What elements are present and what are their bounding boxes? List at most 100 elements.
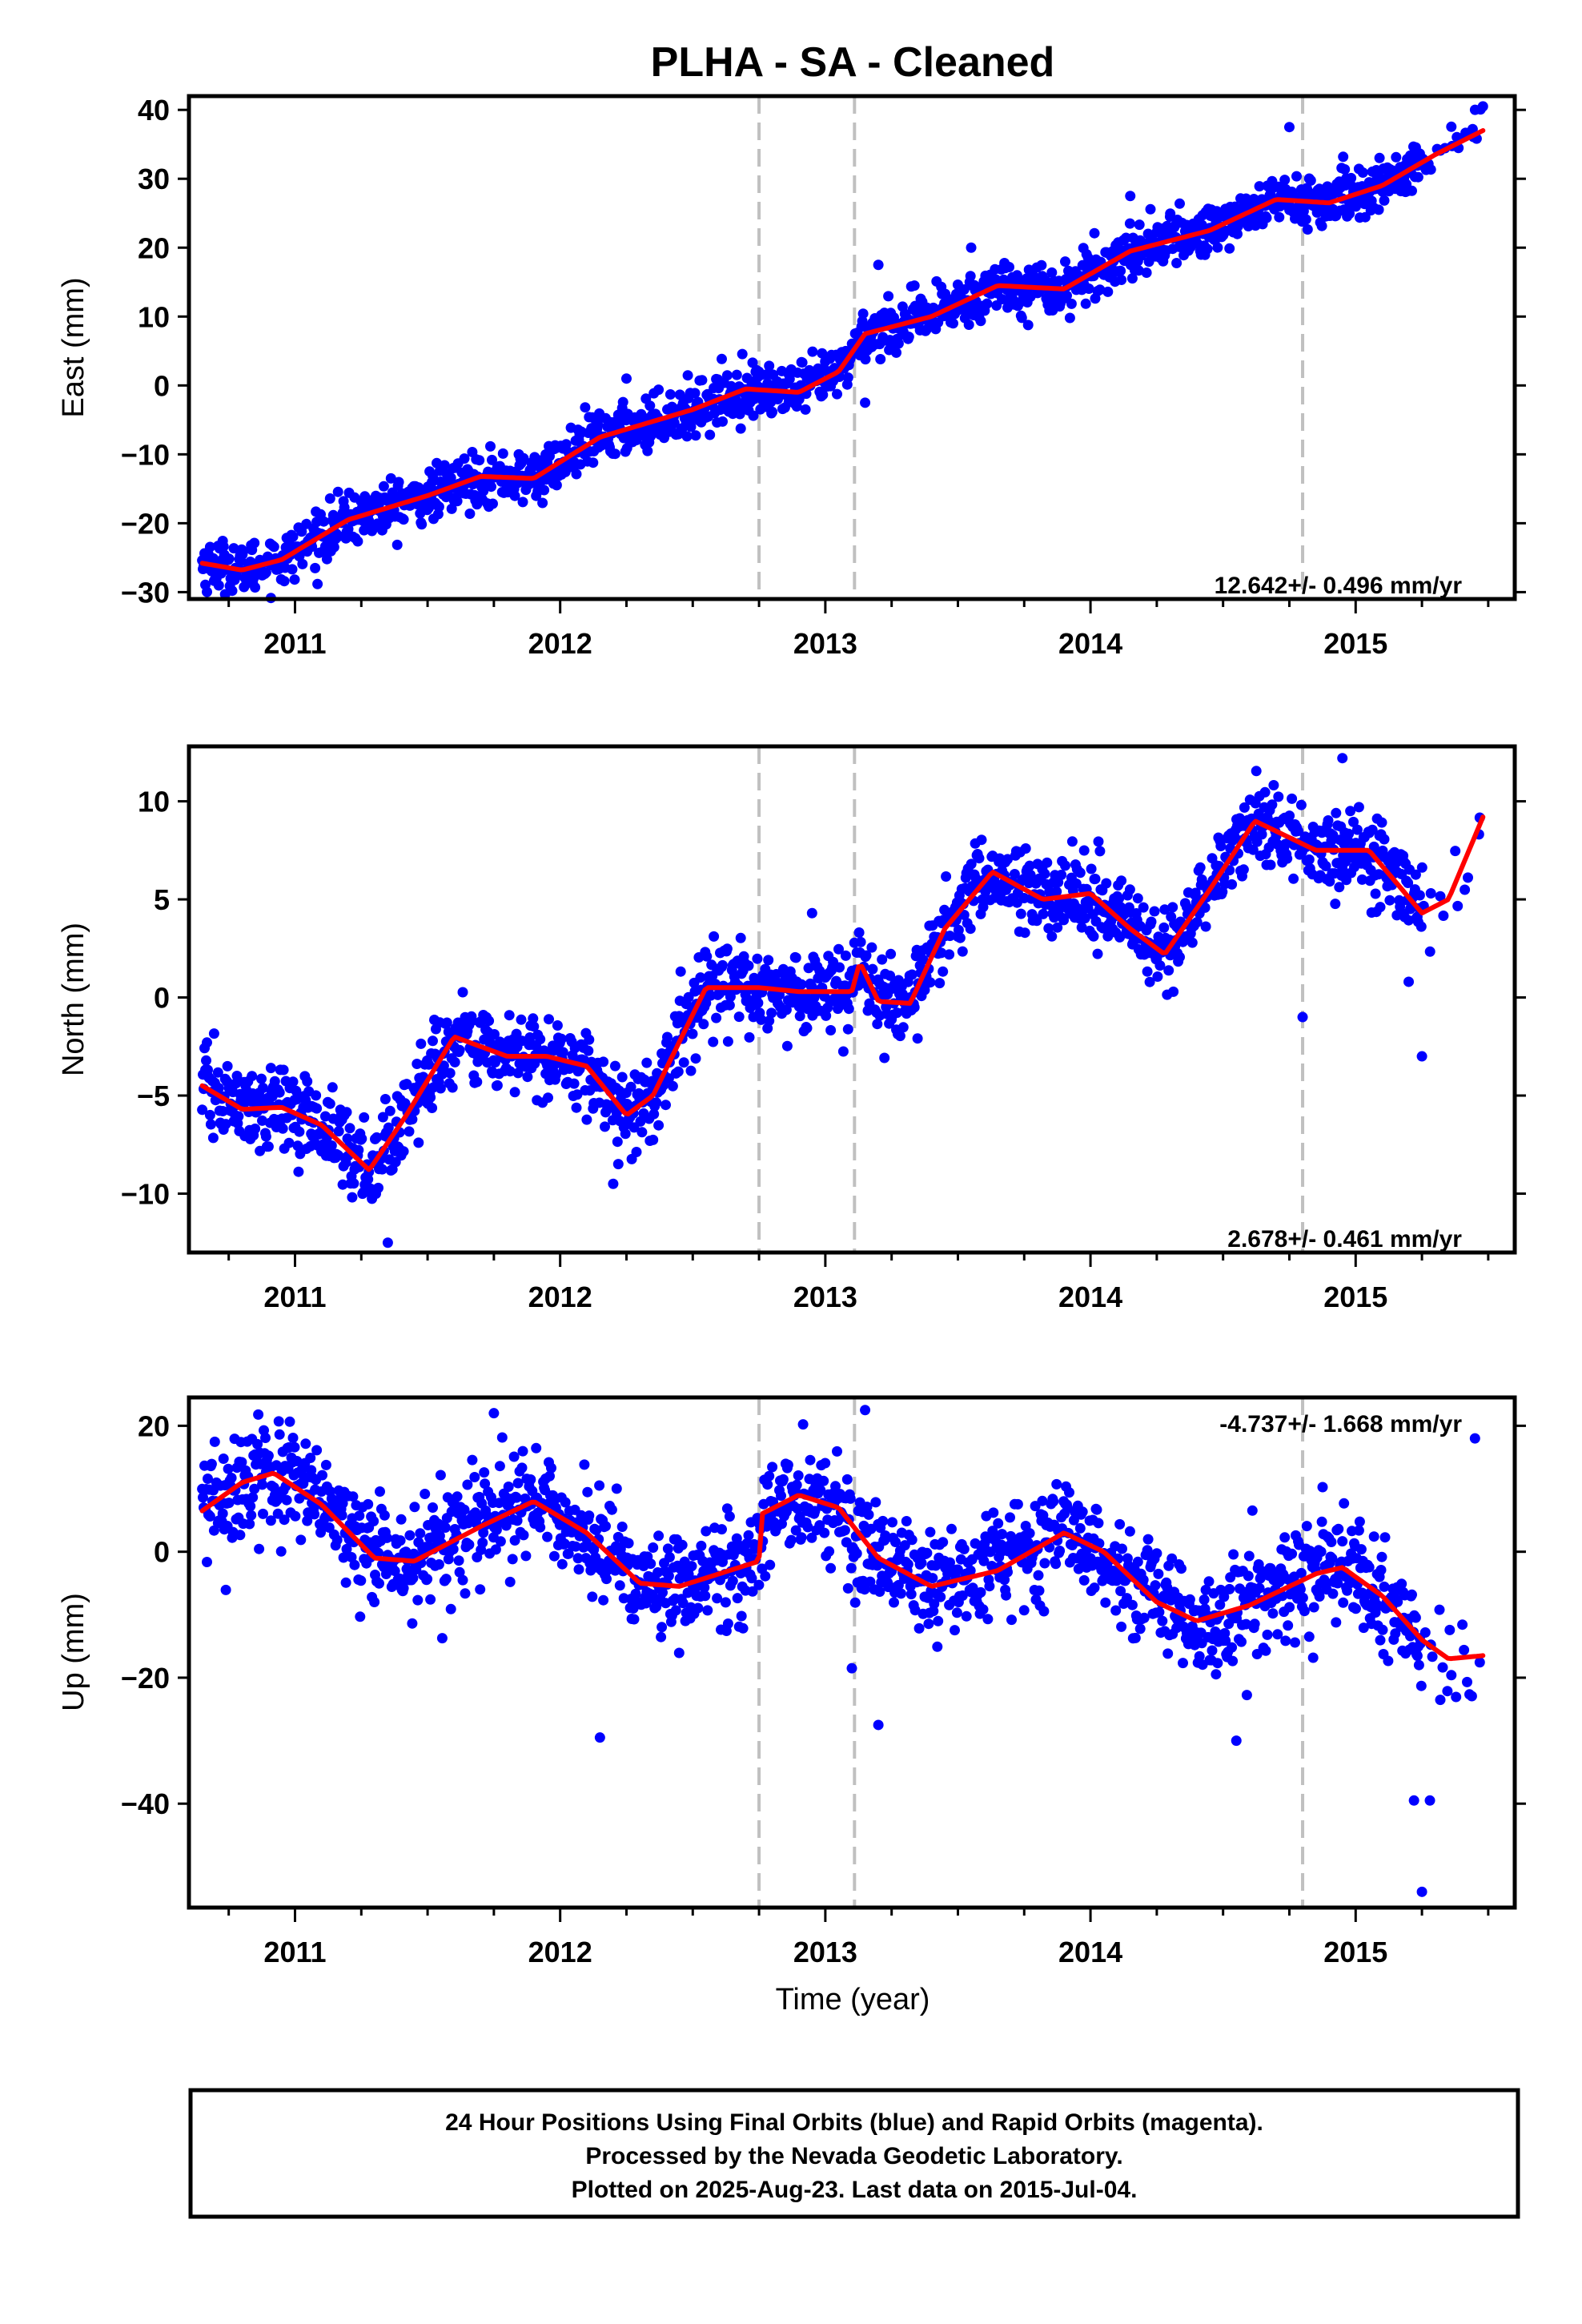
data-point (1338, 151, 1349, 163)
data-point (485, 440, 496, 452)
data-point (1291, 171, 1302, 182)
data-point (512, 1068, 524, 1079)
data-point (894, 1031, 905, 1042)
data-point (764, 1015, 775, 1027)
data-point (1463, 872, 1473, 883)
data-point (378, 480, 389, 492)
data-point (662, 1031, 673, 1043)
data-point (584, 1510, 595, 1522)
data-point (1346, 172, 1357, 183)
data-point (250, 582, 261, 593)
data-point (870, 1497, 881, 1508)
data-point (204, 541, 215, 553)
data-point (1297, 1592, 1308, 1603)
x-tick-label: 2012 (528, 1281, 592, 1313)
data-point (1241, 1690, 1252, 1701)
data-point (355, 1575, 367, 1586)
data-point (1232, 228, 1243, 239)
data-point (832, 388, 842, 400)
data-point (1376, 817, 1387, 828)
y-tick-label: 5 (154, 883, 170, 916)
y-tick-label: −20 (121, 1662, 170, 1695)
data-point (507, 1554, 518, 1565)
y-tick-label: 0 (154, 982, 170, 1015)
data-point (731, 369, 742, 380)
data-point (1102, 931, 1114, 942)
data-point (901, 1516, 912, 1526)
data-point (1415, 921, 1427, 932)
data-point (509, 1087, 520, 1098)
data-point (1126, 1599, 1138, 1610)
data-point (1256, 829, 1267, 840)
data-point (797, 1419, 809, 1430)
data-point (1200, 921, 1211, 932)
data-point (1474, 1657, 1485, 1668)
data-point (517, 497, 528, 508)
data-point (1265, 859, 1276, 870)
data-point (879, 1052, 890, 1063)
data-point (1151, 1548, 1162, 1559)
x-tick-label: 2014 (1058, 627, 1122, 660)
data-point (1024, 1528, 1035, 1539)
y-tick-label: −40 (121, 1787, 170, 1820)
data-point (1004, 262, 1014, 272)
data-point (1102, 286, 1114, 297)
data-point (661, 1100, 671, 1111)
data-point (709, 931, 720, 942)
data-point (1236, 1636, 1247, 1647)
data-point (327, 1082, 338, 1093)
data-point (1227, 1655, 1239, 1667)
data-point (292, 1140, 303, 1152)
data-point (1227, 1642, 1238, 1653)
data-point (552, 1020, 563, 1031)
data-point (347, 1192, 358, 1203)
data-point (702, 1605, 713, 1616)
data-point (696, 1540, 707, 1551)
data-point-outlier (1477, 101, 1488, 112)
data-point (766, 1007, 777, 1019)
data-point (520, 1550, 532, 1562)
data-point (1191, 917, 1203, 927)
data-point (352, 536, 363, 547)
data-point (1450, 846, 1461, 857)
data-point (1174, 198, 1185, 209)
data-point (1334, 882, 1345, 893)
data-point (260, 1131, 271, 1142)
data-point (1163, 965, 1174, 976)
data-point (1407, 185, 1417, 196)
data-point (398, 514, 409, 525)
data-point (767, 406, 778, 417)
data-point (724, 999, 735, 1011)
data-point (1126, 273, 1138, 284)
data-point (213, 1083, 224, 1094)
data-point (535, 1034, 546, 1045)
data-point (1442, 1686, 1453, 1697)
y-tick-label: −10 (121, 1178, 170, 1211)
x-tick-label: 2013 (793, 1936, 857, 1968)
data-point (867, 963, 878, 975)
data-point (220, 1584, 231, 1595)
data-point (551, 480, 562, 491)
data-point (1238, 864, 1249, 875)
data-point (1243, 1570, 1254, 1582)
data-point (312, 578, 323, 589)
data-point (332, 486, 343, 497)
data-point (550, 1069, 561, 1080)
data-point (978, 902, 989, 913)
data-point (1375, 902, 1386, 913)
data-point (1338, 1597, 1349, 1608)
data-point (635, 1116, 646, 1127)
data-point (855, 936, 866, 947)
data-point (342, 1133, 353, 1144)
data-point (687, 1028, 698, 1039)
data-point (517, 1445, 528, 1457)
x-axis-label: Time (year) (776, 1983, 930, 2016)
data-point (790, 952, 801, 963)
data-point (268, 541, 279, 553)
data-point (612, 1136, 623, 1148)
data-point-outlier (1469, 1433, 1480, 1444)
data-point-outlier (1125, 191, 1136, 202)
data-point (363, 1498, 374, 1510)
data-point (1077, 1506, 1088, 1518)
y-tick-label: 10 (138, 786, 170, 818)
